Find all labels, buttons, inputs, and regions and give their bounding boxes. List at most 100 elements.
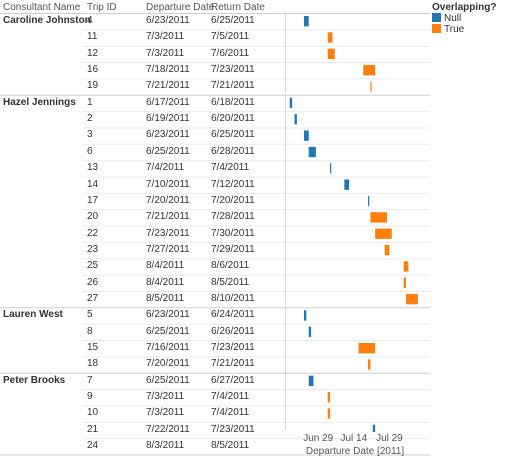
trip-id-cell: 5 xyxy=(87,309,93,321)
consultant-name: Peter Brooks xyxy=(3,374,66,386)
return-date-cell: 7/6/2011 xyxy=(211,47,250,59)
return-date-cell: 8/10/2011 xyxy=(211,292,255,304)
trip-bar[interactable] xyxy=(327,408,331,419)
trip-bar[interactable] xyxy=(308,146,316,158)
departure-date-cell: 7/3/2011 xyxy=(146,407,185,419)
trip-id-cell: 20 xyxy=(87,211,99,223)
trip-bar[interactable] xyxy=(368,359,371,370)
trip-id-cell: 17 xyxy=(87,194,99,206)
trip-id-cell: 14 xyxy=(87,178,99,190)
trip-id-cell: 22 xyxy=(87,227,99,239)
trip-id-cell: 21 xyxy=(87,423,99,435)
trip-bar[interactable] xyxy=(294,114,297,125)
trip-bar[interactable] xyxy=(370,81,372,92)
return-date-cell: 7/12/2011 xyxy=(211,178,255,190)
trip-id-cell: 10 xyxy=(87,407,99,419)
departure-date-cell: 7/22/2011 xyxy=(146,423,190,435)
return-date-cell: 7/4/2011 xyxy=(211,407,250,419)
consultant-name: Hazel Jennings xyxy=(3,96,76,108)
return-date-cell: 7/23/2011 xyxy=(211,64,255,76)
legend-swatch xyxy=(432,13,441,22)
return-date-cell: 6/27/2011 xyxy=(211,374,255,386)
return-date-cell: 7/21/2011 xyxy=(211,80,255,92)
return-date-cell: 7/23/2011 xyxy=(211,342,255,353)
header-trip-id: Trip ID xyxy=(87,2,117,13)
return-date-cell: 8/5/2011 xyxy=(211,440,250,452)
departure-date-cell: 6/25/2011 xyxy=(146,145,190,157)
departure-date-cell: 7/20/2011 xyxy=(146,358,190,370)
departure-date-cell: 8/5/2011 xyxy=(146,292,185,304)
trip-bar[interactable] xyxy=(308,326,312,337)
trip-bar[interactable] xyxy=(303,130,309,141)
trip-bar[interactable] xyxy=(327,48,335,60)
trip-id-cell: 11 xyxy=(87,31,98,43)
departure-date-cell: 7/21/2011 xyxy=(146,80,190,92)
return-date-cell: 6/20/2011 xyxy=(211,113,255,125)
x-axis-title: Departure Date [2011] xyxy=(305,446,405,457)
departure-date-cell: 8/4/2011 xyxy=(146,276,185,288)
trip-bar[interactable] xyxy=(308,375,314,387)
trip-bar[interactable] xyxy=(368,195,370,207)
trip-bar[interactable] xyxy=(403,277,407,288)
legend-item-null[interactable]: Null xyxy=(432,13,461,25)
departure-date-cell: 7/3/2011 xyxy=(146,47,185,59)
departure-date-cell: 7/23/2011 xyxy=(146,227,190,239)
return-date-cell: 7/20/2011 xyxy=(211,194,255,206)
trip-id-cell: 27 xyxy=(87,292,99,304)
departure-date-cell: 8/4/2011 xyxy=(146,260,185,272)
departure-date-cell: 6/19/2011 xyxy=(146,113,190,125)
return-date-cell: 7/4/2011 xyxy=(211,391,250,403)
trip-id-cell: 13 xyxy=(87,162,99,174)
consultant-name: Lauren West xyxy=(3,309,63,321)
trip-bar[interactable] xyxy=(303,16,309,27)
trip-bar[interactable] xyxy=(370,212,388,223)
trip-id-cell: 1 xyxy=(87,96,93,108)
legend-label: True xyxy=(444,24,465,35)
trip-bar[interactable] xyxy=(384,244,390,256)
return-date-cell: 8/5/2011 xyxy=(211,276,250,288)
departure-date-cell: 8/3/2011 xyxy=(146,440,185,452)
trip-bar[interactable] xyxy=(358,343,376,354)
return-date-cell: 7/21/2011 xyxy=(211,358,255,370)
return-date-cell: 6/25/2011 xyxy=(211,15,255,26)
return-date-cell: 6/24/2011 xyxy=(211,309,255,321)
legend-title: Overlapping? xyxy=(432,2,497,13)
trip-bar[interactable] xyxy=(372,424,376,432)
header-departure-date: Departure Date xyxy=(146,2,215,13)
trip-id-cell: 2 xyxy=(87,113,93,125)
trip-bar[interactable] xyxy=(375,228,392,239)
trip-bar[interactable] xyxy=(327,32,333,43)
trip-bar[interactable] xyxy=(289,97,293,109)
trip-id-cell: 6 xyxy=(87,145,93,157)
departure-date-cell: 7/27/2011 xyxy=(146,243,190,255)
trip-id-cell: 3 xyxy=(87,129,93,141)
departure-date-cell: 7/3/2011 xyxy=(146,31,185,43)
gantt-chart xyxy=(285,13,418,432)
return-date-cell: 6/18/2011 xyxy=(211,96,255,108)
trip-bar[interactable] xyxy=(344,179,350,190)
trip-bar[interactable] xyxy=(330,163,332,174)
x-tick-label: Jul 14 xyxy=(340,433,368,444)
trip-id-cell: 4 xyxy=(87,15,93,26)
trip-bar[interactable] xyxy=(406,293,418,305)
trip-bar[interactable] xyxy=(327,392,331,403)
departure-date-cell: 6/25/2011 xyxy=(146,374,190,386)
departure-date-cell: 7/21/2011 xyxy=(146,211,190,223)
trip-id-cell: 8 xyxy=(87,325,93,337)
return-date-cell: 6/25/2011 xyxy=(211,129,255,141)
return-date-cell: 7/4/2011 xyxy=(211,162,250,174)
departure-date-cell: 6/23/2011 xyxy=(146,15,190,26)
trip-bar[interactable] xyxy=(363,65,376,76)
trip-id-cell: 23 xyxy=(87,243,99,255)
trip-id-cell: 15 xyxy=(87,342,99,353)
trip-bar[interactable] xyxy=(303,310,307,321)
departure-date-cell: 6/23/2011 xyxy=(146,129,190,141)
legend-item-true[interactable]: True xyxy=(432,24,464,36)
trip-bar[interactable] xyxy=(403,261,409,272)
x-tick-label: Jun 29 xyxy=(303,433,334,444)
trip-id-cell: 12 xyxy=(87,47,99,59)
legend-label: Null xyxy=(444,13,462,24)
x-tick-label: Jul 29 xyxy=(376,433,403,444)
trip-id-cell: 7 xyxy=(87,374,93,386)
trip-id-cell: 26 xyxy=(87,276,99,288)
